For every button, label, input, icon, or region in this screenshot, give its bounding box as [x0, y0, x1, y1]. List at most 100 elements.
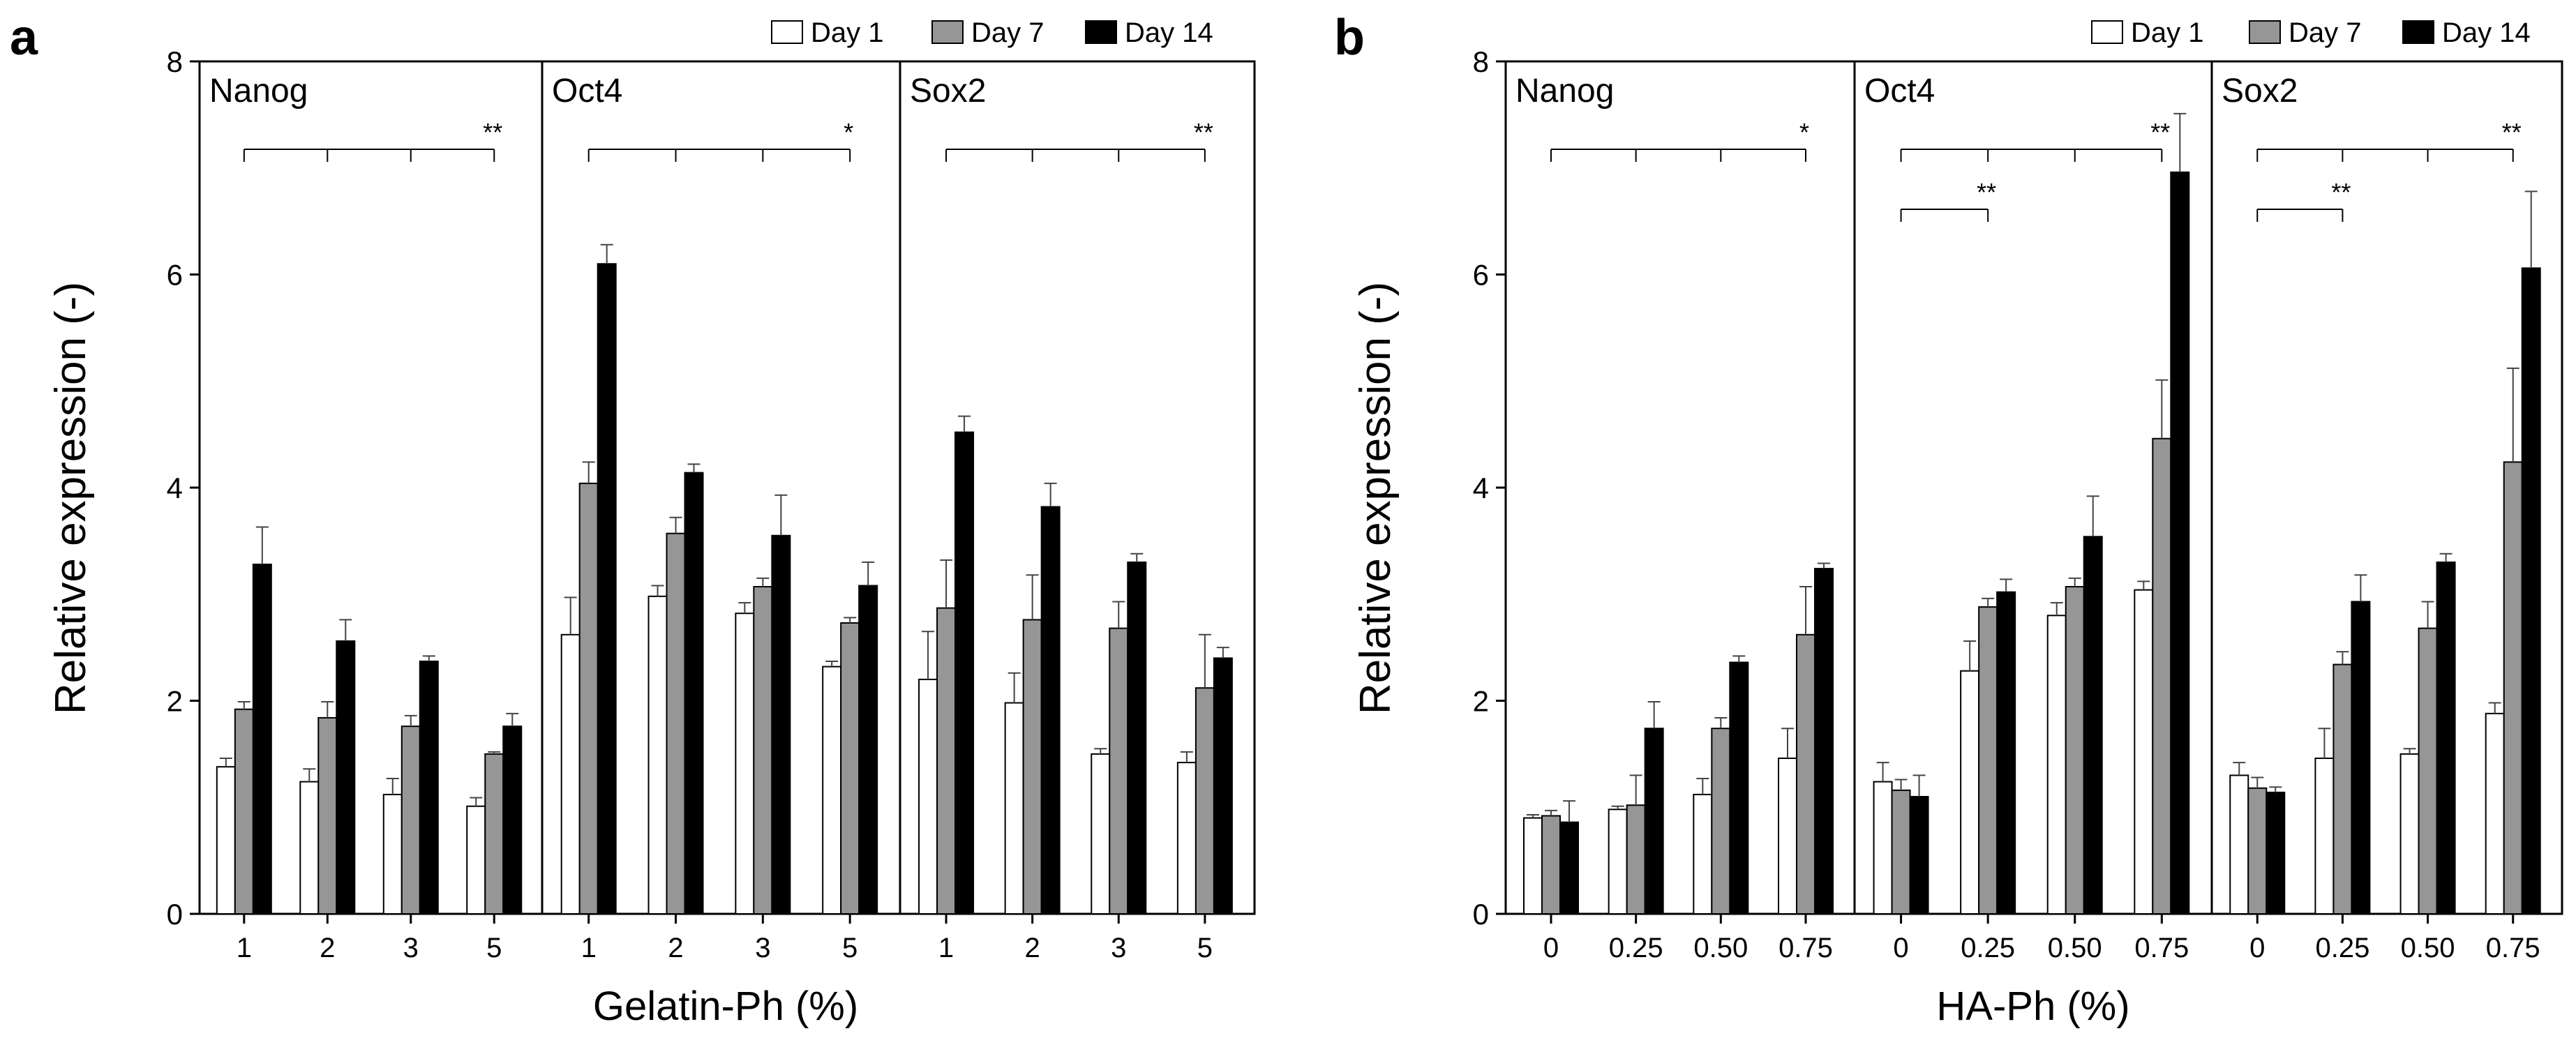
sig-label-b-sox2-0: **	[2331, 178, 2351, 206]
bar-a-sox2-day14-0	[954, 431, 975, 915]
bar-a-sox2-day7-1	[1022, 619, 1042, 915]
y-axis-title-b: Relative expression (-)	[1351, 282, 1400, 714]
plot-panel-a: 0 2 4 6 8 Nanog 1 2 3 5 ** Oct4 1 2 3 5 * Sox2 1 2 3 5 **	[167, 45, 1256, 963]
bar-a-nanog-day1-1	[299, 781, 320, 915]
bar-b-oct4-day7-3	[2152, 437, 2172, 915]
x-tick-label-b-sox2-0: 0	[2249, 933, 2265, 963]
bar-a-oct4-day1-2	[735, 612, 755, 915]
x-tick-label-b-oct4-2: 0.50	[2048, 933, 2102, 963]
y-tick-label-b-0: 0	[1473, 898, 1489, 931]
bar-b-oct4-day14-3	[2170, 171, 2190, 915]
bar-b-nanog-day14-1	[1644, 728, 1664, 915]
bar-b-sox2-day7-0	[2247, 787, 2268, 915]
bar-a-sox2-day1-3	[1176, 762, 1197, 915]
bar-b-sox2-day14-2	[2436, 561, 2456, 915]
legend-b-swatch-day14	[2402, 20, 2434, 44]
bar-a-nanog-day14-2	[419, 660, 439, 915]
x-tick-label-b-nanog-2: 0.50	[1693, 933, 1748, 963]
bar-a-oct4-day7-0	[578, 482, 599, 915]
bar-b-nanog-day7-0	[1541, 815, 1561, 915]
group-label-a-sox2: Sox2	[910, 73, 986, 110]
bar-b-oct4-day14-1	[1996, 591, 2016, 915]
y-tick-label-b-2: 2	[1473, 685, 1489, 718]
y-tick-label-a-0: 0	[167, 898, 183, 931]
group-label-b-oct4: Oct4	[1864, 73, 1935, 110]
bar-b-sox2-day1-1	[2314, 757, 2335, 915]
x-tick-label-a-oct4-0: 1	[581, 933, 597, 963]
x-tick-label-b-sox2-3: 0.75	[2486, 933, 2540, 963]
bar-b-oct4-day7-2	[2065, 586, 2085, 915]
bar-b-sox2-day7-3	[2503, 461, 2523, 915]
sig-label-b-sox2-1: **	[2502, 118, 2522, 146]
bar-a-nanog-day1-2	[382, 793, 403, 915]
y-tick-label-a-6: 6	[167, 259, 183, 292]
x-tick-label-a-oct4-1: 2	[668, 933, 683, 963]
y-tick-label-b-8: 8	[1473, 45, 1489, 78]
legend-b-swatch-day7	[2249, 20, 2281, 44]
legend-b: Day 1 Day 7 Day 14	[2091, 17, 2531, 48]
bar-a-oct4-day7-1	[666, 532, 686, 915]
bar-a-sox2-day7-2	[1109, 627, 1129, 915]
x-tick-label-a-nanog-2: 3	[403, 933, 419, 963]
x-tick-label-b-oct4-1: 0.25	[1961, 933, 2015, 963]
group-label-a-oct4: Oct4	[552, 73, 622, 110]
x-tick-label-a-sox2-2: 3	[1111, 933, 1126, 963]
legend-a-label-day14: Day 14	[1125, 17, 1213, 48]
bar-a-nanog-day14-1	[336, 640, 356, 915]
bar-b-sox2-day7-1	[2332, 663, 2353, 915]
sig-label-b-nanog-0: *	[1799, 118, 1809, 146]
legend-b-swatch-day1	[2091, 20, 2123, 44]
bar-b-oct4-day14-0	[1909, 795, 1929, 915]
x-tick-label-b-nanog-1: 0.25	[1609, 933, 1663, 963]
bar-a-oct4-day1-0	[560, 633, 581, 915]
bar-a-oct4-day14-3	[858, 585, 878, 915]
bar-a-sox2-day14-1	[1040, 506, 1061, 915]
y-tick-label-a-4: 4	[167, 472, 183, 504]
x-tick-label-b-nanog-0: 0	[1543, 933, 1559, 963]
bar-b-nanog-day14-3	[1814, 568, 1834, 915]
group-label-b-sox2: Sox2	[2222, 73, 2298, 110]
group-label-a-nanog: Nanog	[209, 73, 308, 110]
x-tick-label-a-sox2-3: 5	[1197, 933, 1213, 963]
bar-b-oct4-day7-0	[1891, 789, 1911, 915]
bar-b-sox2-day14-1	[2351, 601, 2371, 915]
sig-label-b-oct4-1: **	[2150, 118, 2170, 146]
x-tick-label-a-oct4-2: 3	[755, 933, 770, 963]
bar-a-oct4-day7-3	[840, 622, 860, 915]
x-axis-title-a: Gelatin-Ph (%)	[593, 984, 858, 1029]
x-tick-label-b-nanog-3: 0.75	[1779, 933, 1833, 963]
x-tick-label-a-nanog-3: 5	[486, 933, 502, 963]
bar-a-nanog-day7-2	[400, 726, 421, 915]
panel-label-a: a	[10, 10, 38, 66]
bar-b-oct4-day1-2	[2046, 615, 2067, 915]
bar-a-nanog-day7-1	[317, 716, 338, 915]
bar-a-nanog-day7-0	[234, 708, 254, 915]
bar-b-sox2-day1-2	[2399, 753, 2420, 915]
bar-a-sox2-day1-1	[1004, 702, 1024, 915]
bar-a-nanog-day1-0	[216, 766, 236, 915]
bar-a-oct4-day14-1	[684, 472, 704, 915]
bar-b-oct4-day1-0	[1873, 781, 1893, 915]
bar-a-nanog-day7-3	[484, 753, 504, 915]
bar-b-oct4-day1-3	[2134, 589, 2154, 915]
bar-a-oct4-day7-2	[753, 586, 773, 915]
bar-b-nanog-day1-0	[1523, 817, 1543, 915]
bar-a-sox2-day7-3	[1195, 687, 1215, 915]
bar-a-sox2-day1-0	[918, 678, 938, 915]
legend-a-swatch-day1	[771, 20, 803, 44]
x-tick-label-a-nanog-1: 2	[320, 933, 335, 963]
bar-b-sox2-day7-2	[2418, 627, 2438, 915]
legend-a-label-day7: Day 7	[971, 17, 1044, 48]
bar-a-oct4-day1-1	[647, 595, 668, 915]
bar-a-sox2-day7-0	[936, 607, 957, 915]
x-tick-label-b-oct4-0: 0	[1893, 933, 1908, 963]
y-tick-label-a-2: 2	[167, 685, 183, 718]
legend-a: Day 1 Day 7 Day 14	[771, 17, 1213, 48]
bar-a-oct4-day14-0	[597, 263, 617, 915]
x-tick-label-a-sox2-0: 1	[938, 933, 954, 963]
bar-b-oct4-day1-1	[1960, 670, 1980, 915]
legend-b-label-day7: Day 7	[2289, 17, 2362, 48]
legend-b-label-day1: Day 1	[2131, 17, 2204, 48]
y-tick-label-b-6: 6	[1473, 259, 1489, 292]
bar-a-oct4-day14-2	[771, 534, 791, 915]
